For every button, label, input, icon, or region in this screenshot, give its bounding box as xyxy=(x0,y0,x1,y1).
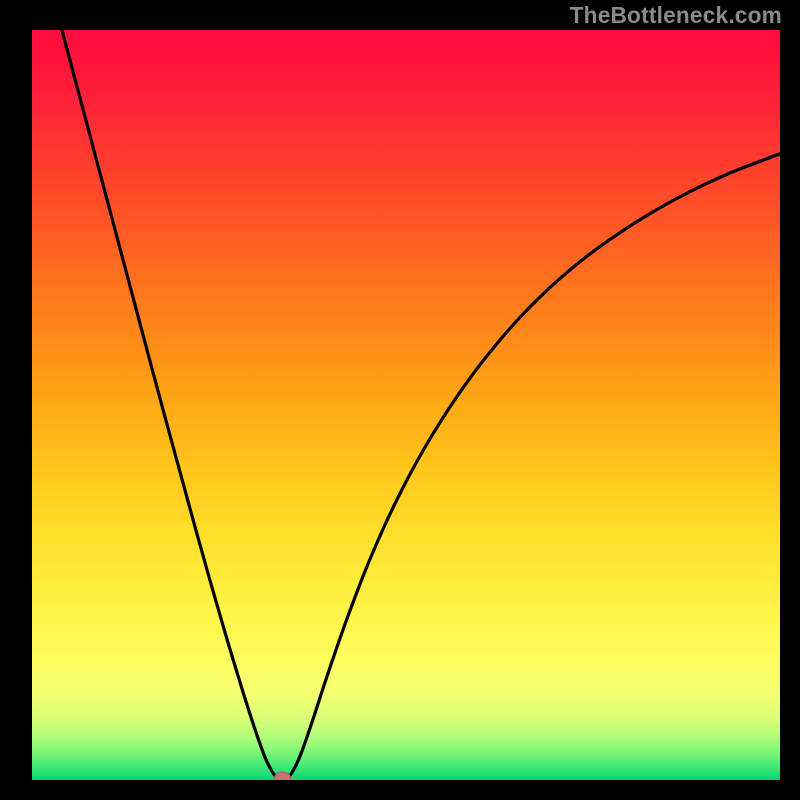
watermark-text: TheBottleneck.com xyxy=(570,2,782,29)
optimal-point-marker xyxy=(275,772,291,780)
curve-layer xyxy=(32,30,780,780)
plot-area xyxy=(32,30,780,780)
bottleneck-curve xyxy=(62,30,780,780)
